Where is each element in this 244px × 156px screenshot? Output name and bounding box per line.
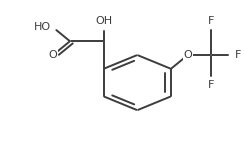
Text: O: O <box>183 50 192 60</box>
Text: F: F <box>207 80 214 90</box>
Text: HO: HO <box>34 22 51 32</box>
Text: O: O <box>49 50 58 60</box>
Text: OH: OH <box>95 16 112 26</box>
Text: F: F <box>235 50 241 60</box>
Text: F: F <box>207 16 214 26</box>
